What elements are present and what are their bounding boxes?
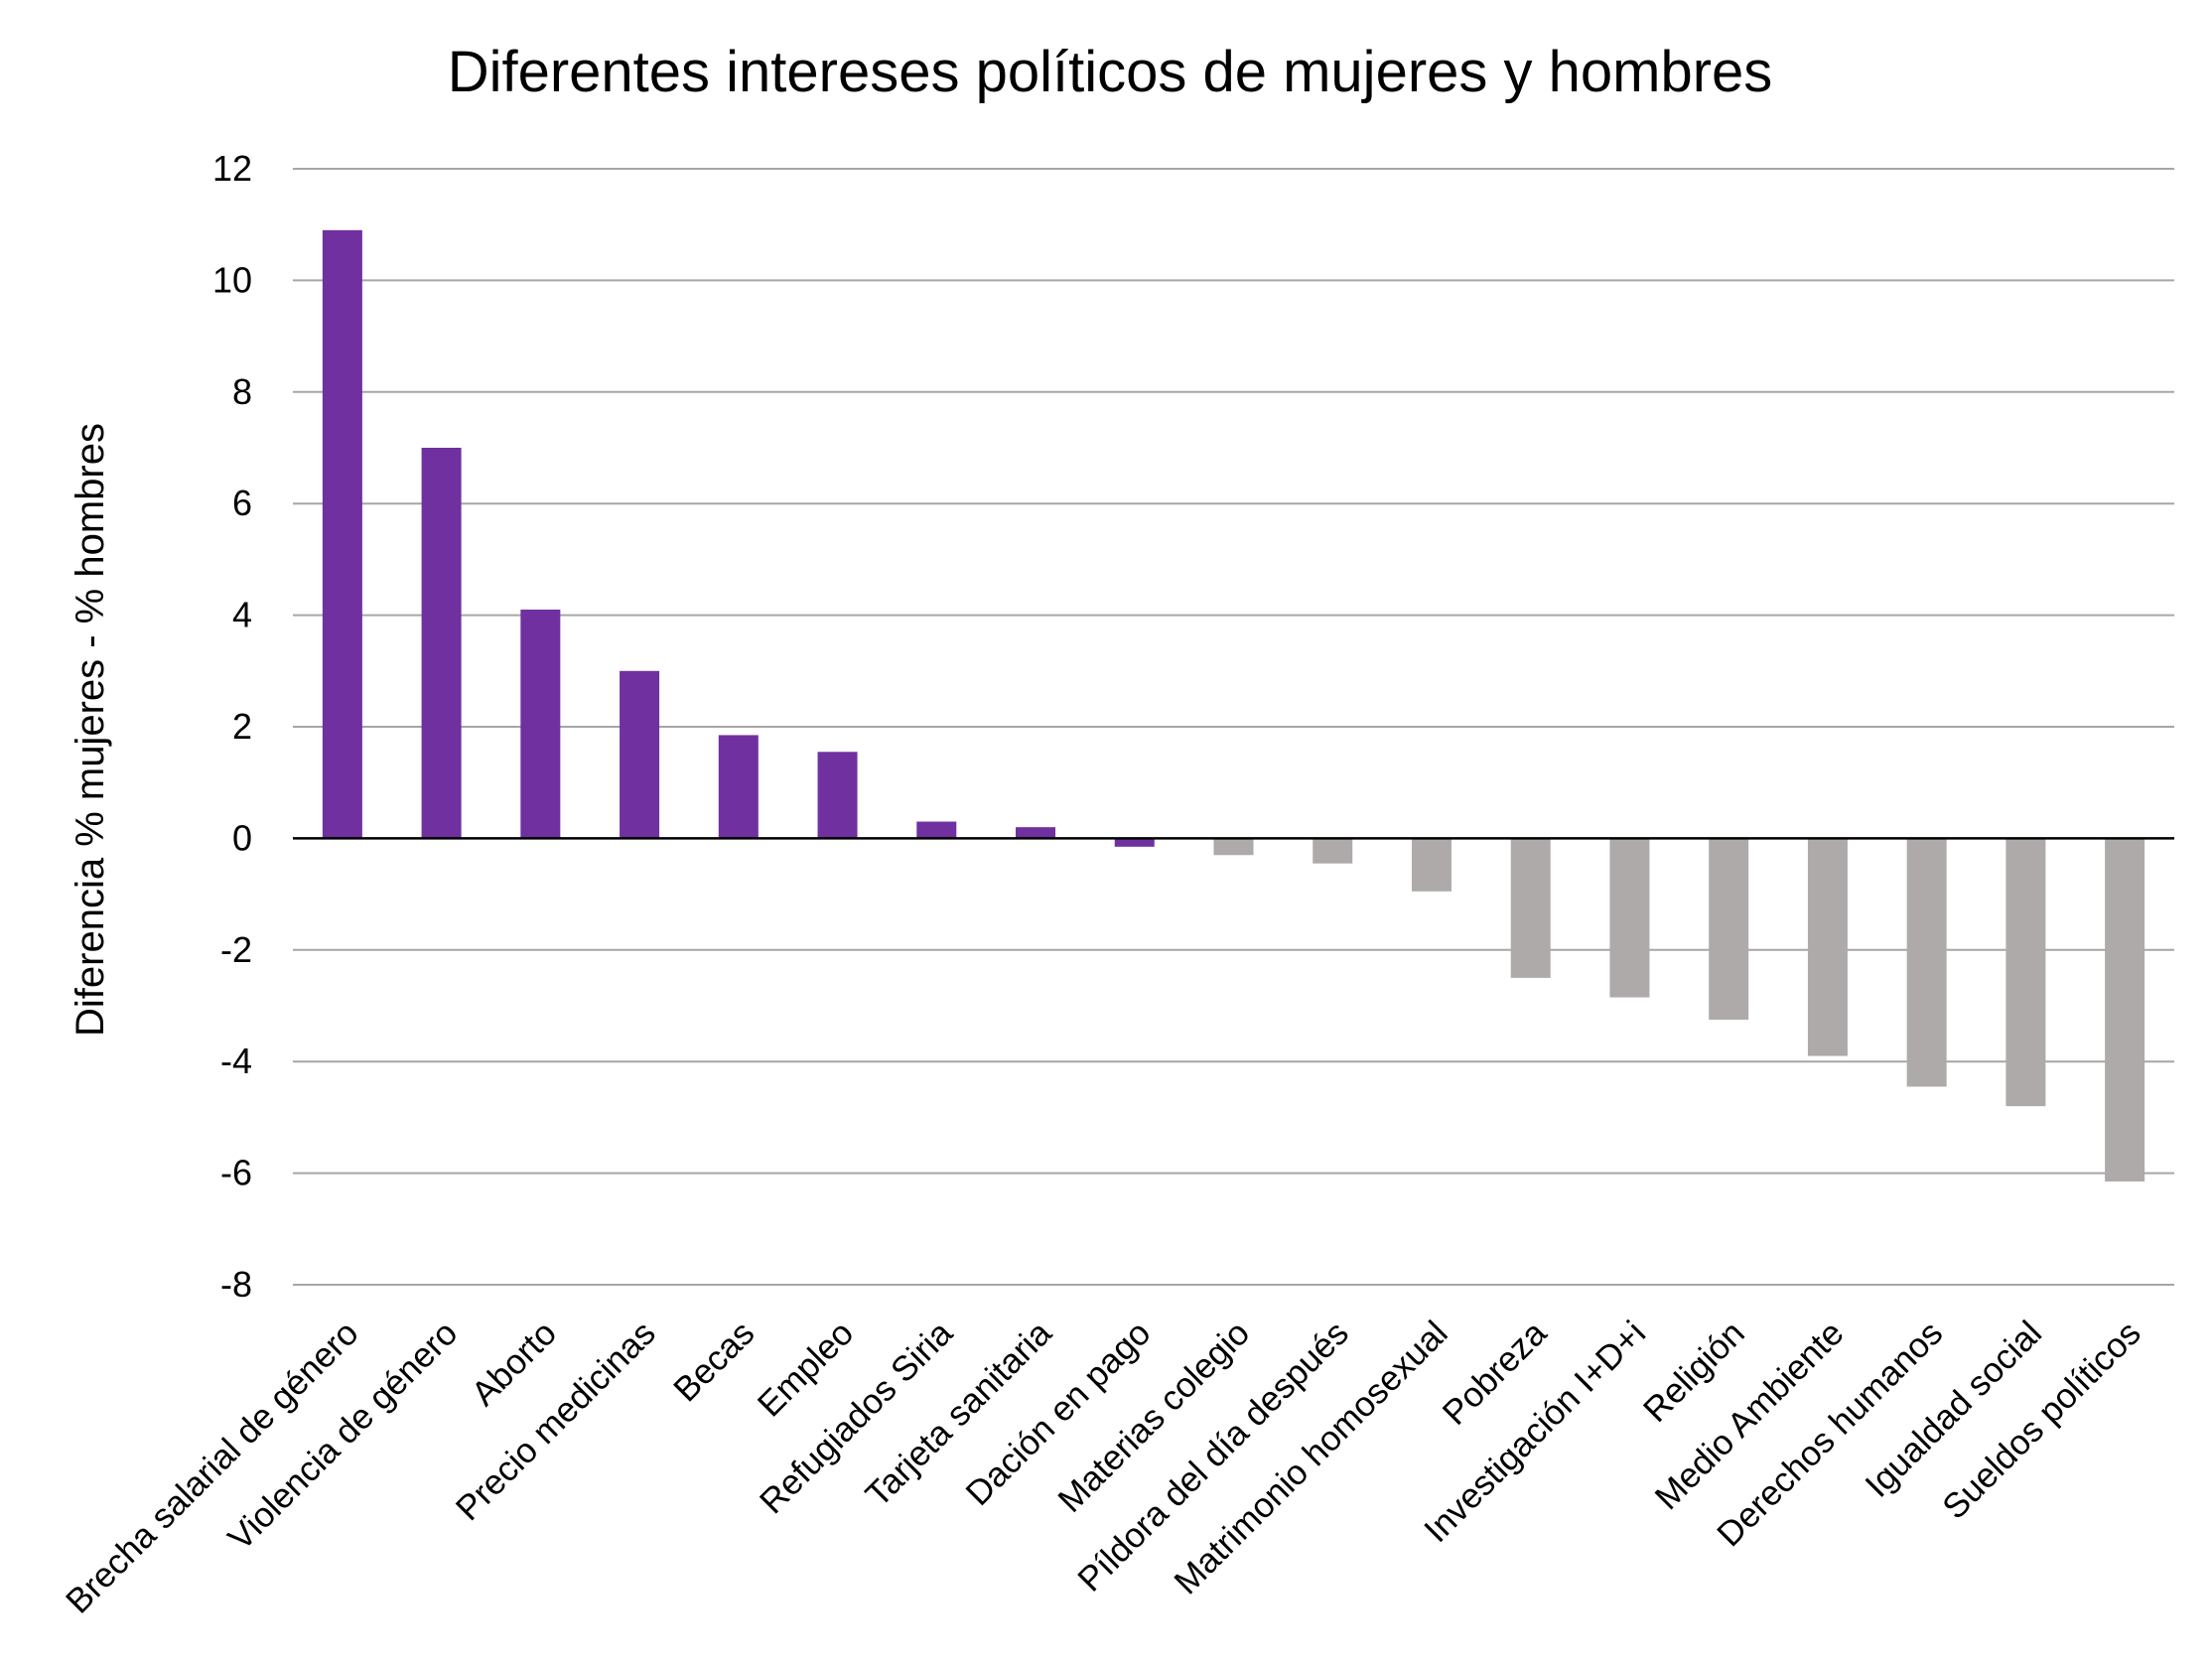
x-tick-label: Aborto: [465, 1314, 564, 1413]
bar: [1609, 838, 1650, 998]
bar: [2105, 838, 2145, 1182]
y-tick-label: -6: [220, 1153, 252, 1193]
bar: [1016, 827, 1056, 839]
y-tick-label: 2: [232, 706, 252, 747]
bar: [620, 670, 660, 839]
y-tick-label: 4: [232, 595, 252, 635]
chart-title: Diferentes intereses políticos de mujere…: [448, 40, 1773, 104]
bar: [916, 821, 957, 839]
y-axis-label: Diferencia % mujeres - % hombres: [69, 423, 112, 1037]
y-tick-label: 12: [212, 148, 252, 189]
gridlines: [293, 168, 2174, 1286]
y-tick-label: 6: [232, 483, 252, 523]
y-tick-label: -8: [220, 1264, 252, 1305]
bar: [1510, 838, 1551, 978]
y-axis-ticks: 12 10 8 6 4 2 0 -2 -4 -6 -8: [212, 148, 252, 1305]
bars: [322, 229, 2145, 1182]
y-tick-label: -4: [220, 1040, 252, 1081]
bar: [1807, 838, 1848, 1056]
x-tick-label: Becas: [666, 1314, 761, 1409]
bar: [1114, 838, 1155, 847]
bar: [1906, 838, 1947, 1087]
bar: [1313, 838, 1353, 864]
x-tick-label: Igualdad social: [1858, 1314, 2049, 1505]
bar: [421, 448, 462, 839]
y-tick-label: 0: [232, 817, 252, 858]
bar: [1213, 838, 1254, 856]
bar: [718, 735, 759, 839]
x-tick-label: Dación en pago: [958, 1314, 1158, 1513]
bar: [520, 609, 561, 839]
y-tick-label: 8: [232, 371, 252, 412]
y-tick-label: -2: [220, 929, 252, 970]
bar: [817, 752, 858, 839]
bar: [1411, 838, 1452, 892]
y-tick-label: 10: [212, 259, 252, 300]
bar: [322, 229, 362, 839]
bar: [1709, 838, 1749, 1021]
bar: [2005, 838, 2046, 1107]
